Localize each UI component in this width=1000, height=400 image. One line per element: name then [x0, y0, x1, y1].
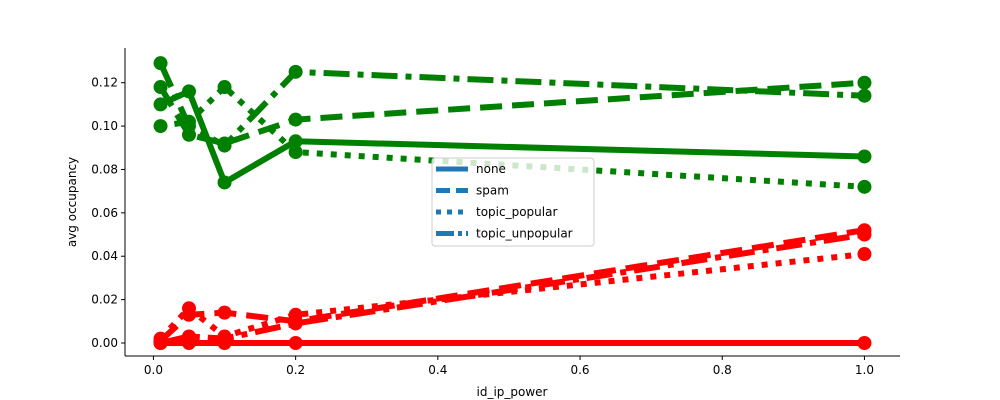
series-4-point-3: [288, 335, 303, 350]
y-tick-label-2: 0.04: [91, 249, 118, 263]
series-3-point-3: [288, 64, 303, 79]
x-axis-label: id_ip_power: [477, 385, 548, 399]
axes: [124, 48, 900, 357]
series-0-point-3: [288, 134, 303, 149]
legend-label-0: none: [476, 162, 506, 176]
series-line-1: [157, 79, 865, 147]
series-3-point-4: [857, 88, 872, 103]
x-tick-label-2: 0.4: [428, 363, 447, 377]
y-ticks: 0.00 0.02 0.04 0.06 0.08 0.10 0.12: [91, 76, 125, 350]
legend-label-2: topic_popular: [476, 205, 557, 219]
series-0-point-4: [857, 149, 872, 164]
legend-box: [431, 157, 595, 247]
series-3-point-0: [153, 56, 168, 71]
series-7-point-4: [857, 227, 872, 242]
series-line-7: [159, 231, 865, 346]
series-7-point-2: [217, 331, 232, 346]
series-1-point-0: [153, 80, 168, 95]
series-2-point-3: [288, 145, 303, 160]
series-0-point-0: [153, 97, 168, 112]
x-tick-label-3: 0.6: [570, 363, 589, 377]
series-7-point-3: [288, 316, 303, 331]
series-1-point-3: [288, 112, 303, 127]
series-7-point-0: [153, 335, 168, 350]
series-5-point-2: [217, 305, 232, 320]
series-2-point-2: [217, 80, 232, 95]
series-layer: [153, 56, 872, 350]
y-tick-label-6: 0.12: [91, 76, 118, 90]
y-tick-label-5: 0.10: [91, 119, 118, 133]
series-6-point-4: [857, 247, 872, 262]
series-0-point-2: [217, 175, 232, 190]
series-0-point-1: [181, 84, 196, 99]
series-2-point-4: [857, 179, 872, 194]
series-1-point-4: [857, 75, 872, 90]
x-tick-label-5: 1.0: [855, 363, 874, 377]
y-tick-label-0: 0.00: [91, 336, 118, 350]
series-7-point-1: [181, 329, 196, 344]
series-3-point-1: [181, 119, 196, 134]
series-4-point-4: [857, 335, 872, 350]
legend: none spam topic_popular topic_unpopular: [431, 157, 595, 247]
y-axis-label: avg occupancy: [65, 157, 79, 247]
x-tick-label-4: 0.8: [713, 363, 732, 377]
x-tick-label-0: 0.0: [144, 363, 163, 377]
x-tick-label-1: 0.2: [286, 363, 305, 377]
legend-label-3: topic_unpopular: [476, 227, 573, 241]
series-2-point-0: [153, 119, 168, 134]
legend-label-1: spam: [476, 184, 509, 198]
y-tick-label-4: 0.08: [91, 162, 118, 176]
y-tick-label-1: 0.02: [91, 293, 118, 307]
y-tick-label-3: 0.06: [91, 206, 118, 220]
series-3-point-2: [217, 138, 232, 153]
series-6-point-1: [181, 301, 196, 316]
x-ticks: 0.0 0.2 0.4 0.6 0.8 1.0: [144, 356, 874, 377]
series-line-6: [158, 251, 865, 341]
